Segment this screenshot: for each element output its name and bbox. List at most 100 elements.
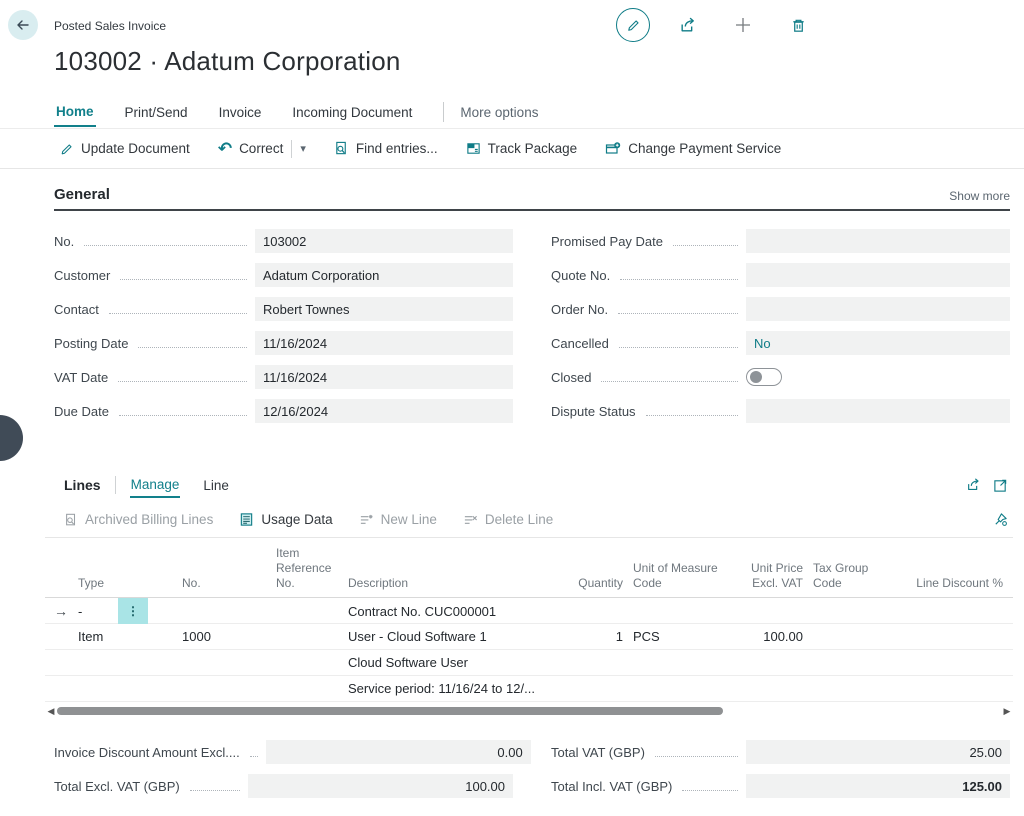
cell-unit-of-measure-code[interactable]: PCS bbox=[633, 629, 660, 644]
col-item-reference-no[interactable]: Item Reference No. bbox=[276, 546, 332, 590]
dispute-status-field[interactable] bbox=[746, 399, 1010, 423]
cell-description[interactable]: Service period: 11/16/24 to 12/... bbox=[348, 681, 535, 696]
update-document-button[interactable]: Update Document bbox=[60, 141, 190, 156]
scroll-right-arrow[interactable]: ▶ bbox=[1001, 705, 1013, 717]
col-type[interactable]: Type bbox=[78, 576, 105, 590]
chevron-down-icon[interactable]: ▾ bbox=[300, 143, 306, 155]
change-payment-service-button[interactable]: Change Payment Service bbox=[605, 141, 781, 157]
cell-description[interactable]: User - Cloud Software 1 bbox=[348, 629, 487, 644]
closed-toggle[interactable] bbox=[746, 368, 782, 386]
promised-pay-date-field[interactable] bbox=[746, 229, 1010, 253]
cell-no[interactable]: 1000 bbox=[182, 629, 211, 644]
no-field[interactable]: 103002 bbox=[255, 229, 513, 253]
invoice-discount-field[interactable]: 0.00 bbox=[265, 740, 531, 764]
pencil-icon bbox=[60, 142, 74, 156]
share-button[interactable] bbox=[671, 8, 705, 42]
tab-print-send[interactable]: Print/Send bbox=[124, 104, 188, 120]
cell-options-menu[interactable]: ⋮ bbox=[118, 598, 148, 624]
field-row-total-vat: Total VAT (GBP) 25.00 bbox=[551, 740, 1010, 764]
tab-incoming-document[interactable]: Incoming Document bbox=[292, 104, 413, 120]
totals-section: Invoice Discount Amount Excl.... 0.00 To… bbox=[54, 740, 1010, 808]
plus-icon bbox=[734, 16, 752, 34]
total-excl-vat-field[interactable]: 100.00 bbox=[248, 774, 513, 798]
cell-description[interactable]: Cloud Software User bbox=[348, 655, 468, 670]
col-description[interactable]: Description bbox=[348, 576, 409, 590]
add-button[interactable] bbox=[726, 8, 760, 42]
arrow-left-icon bbox=[15, 17, 31, 33]
order-no-field[interactable] bbox=[746, 297, 1010, 321]
field-row-due-date: Due Date 12/16/2024 bbox=[54, 399, 513, 423]
customer-field[interactable]: Adatum Corporation bbox=[255, 263, 513, 287]
track-package-button[interactable]: Track Package bbox=[466, 141, 577, 156]
usage-data-button[interactable]: Usage Data bbox=[239, 512, 333, 527]
total-vat-field[interactable]: 25.00 bbox=[746, 740, 1010, 764]
unpin-pane-button[interactable] bbox=[987, 507, 1013, 533]
field-row-total-excl-vat: Total Excl. VAT (GBP) 100.00 bbox=[54, 774, 513, 798]
general-header: General Show more bbox=[54, 186, 1010, 211]
col-unit-price-excl-vat[interactable]: Unit Price Excl. VAT bbox=[750, 561, 803, 590]
new-line-button[interactable]: New Line bbox=[359, 512, 437, 527]
divider bbox=[114, 476, 116, 494]
correct-button[interactable]: ↶ Correct bbox=[217, 139, 284, 158]
ribbon-tabs: Home Print/Send Invoice Incoming Documen… bbox=[0, 96, 1024, 129]
col-no[interactable]: No. bbox=[182, 576, 201, 590]
col-quantity[interactable]: Quantity bbox=[578, 576, 623, 590]
tab-divider bbox=[443, 102, 445, 122]
cell-type[interactable]: - bbox=[78, 603, 83, 619]
tab-invoice[interactable]: Invoice bbox=[218, 104, 262, 120]
share-icon bbox=[966, 477, 982, 493]
scrollbar-thumb[interactable] bbox=[57, 707, 723, 715]
find-entries-icon bbox=[334, 141, 349, 156]
lines-toolbar: Archived Billing Lines Usage Data New Li… bbox=[45, 502, 1013, 538]
delete-line-button[interactable]: Delete Line bbox=[463, 512, 553, 527]
archived-lines-icon bbox=[64, 513, 78, 527]
cell-quantity[interactable]: 1 bbox=[615, 629, 623, 644]
total-incl-vat-field[interactable]: 125.00 bbox=[746, 774, 1010, 798]
field-row-dispute-status: Dispute Status bbox=[551, 399, 1010, 423]
page-title: 103002 · Adatum Corporation bbox=[54, 46, 401, 76]
vat-date-field[interactable]: 11/16/2024 bbox=[255, 365, 513, 389]
field-row-posting-date: Posting Date 11/16/2024 bbox=[54, 331, 513, 355]
field-row-cancelled: Cancelled No bbox=[551, 331, 1010, 355]
more-options[interactable]: More options bbox=[460, 104, 539, 120]
pencil-icon bbox=[626, 18, 641, 33]
share-icon bbox=[679, 16, 698, 35]
usage-data-icon bbox=[239, 512, 254, 527]
lines-horizontal-scrollbar: ◀ ▶ bbox=[45, 704, 1013, 718]
scrollbar-track[interactable] bbox=[57, 706, 1001, 716]
totals-left: Invoice Discount Amount Excl.... 0.00 To… bbox=[54, 740, 531, 808]
general-title[interactable]: General bbox=[54, 186, 110, 203]
col-line-discount-pct[interactable]: Line Discount % bbox=[916, 576, 1003, 590]
quote-no-field[interactable] bbox=[746, 263, 1010, 287]
lines-expand-button[interactable] bbox=[987, 472, 1013, 498]
action-bar: Update Document ↶ Correct ▾ Find entries… bbox=[0, 129, 1024, 169]
archived-billing-lines-button[interactable]: Archived Billing Lines bbox=[64, 512, 213, 527]
col-tax-group-code[interactable]: Tax Group Code bbox=[813, 561, 869, 590]
due-date-field[interactable]: 12/16/2024 bbox=[255, 399, 513, 423]
field-row-quote-no: Quote No. bbox=[551, 263, 1010, 287]
back-button[interactable] bbox=[8, 10, 38, 40]
scroll-left-arrow[interactable]: ◀ bbox=[45, 705, 57, 717]
lines-share-button[interactable] bbox=[961, 472, 987, 498]
table-row: → - ⋮ Contract No. CUC000001 bbox=[45, 598, 1013, 624]
cell-unit-price-excl-vat[interactable]: 100.00 bbox=[763, 629, 803, 644]
field-row-contact: Contact Robert Townes bbox=[54, 297, 513, 321]
delete-button[interactable] bbox=[781, 8, 815, 42]
find-entries-button[interactable]: Find entries... bbox=[334, 141, 438, 156]
lines-tab-manage[interactable]: Manage bbox=[129, 473, 181, 498]
lines-tab-line[interactable]: Line bbox=[203, 477, 229, 493]
col-unit-of-measure-code[interactable]: Unit of Measure Code bbox=[633, 561, 718, 590]
edit-button[interactable] bbox=[616, 8, 650, 42]
cancelled-field[interactable]: No bbox=[746, 331, 1010, 355]
general-fields-left: No. 103002 Customer Adatum Corporation C… bbox=[54, 229, 513, 433]
tab-home[interactable]: Home bbox=[54, 98, 96, 127]
cell-description[interactable]: Contract No. CUC000001 bbox=[348, 603, 497, 619]
trash-icon bbox=[790, 17, 807, 34]
contact-field[interactable]: Robert Townes bbox=[255, 297, 513, 321]
undo-icon: ↶ bbox=[217, 139, 233, 158]
show-more-link[interactable]: Show more bbox=[949, 189, 1010, 203]
cell-type[interactable]: Item bbox=[78, 629, 104, 644]
posting-date-field[interactable]: 11/16/2024 bbox=[255, 331, 513, 355]
side-panel-flap[interactable] bbox=[0, 415, 23, 461]
lines-title[interactable]: Lines bbox=[64, 477, 101, 493]
